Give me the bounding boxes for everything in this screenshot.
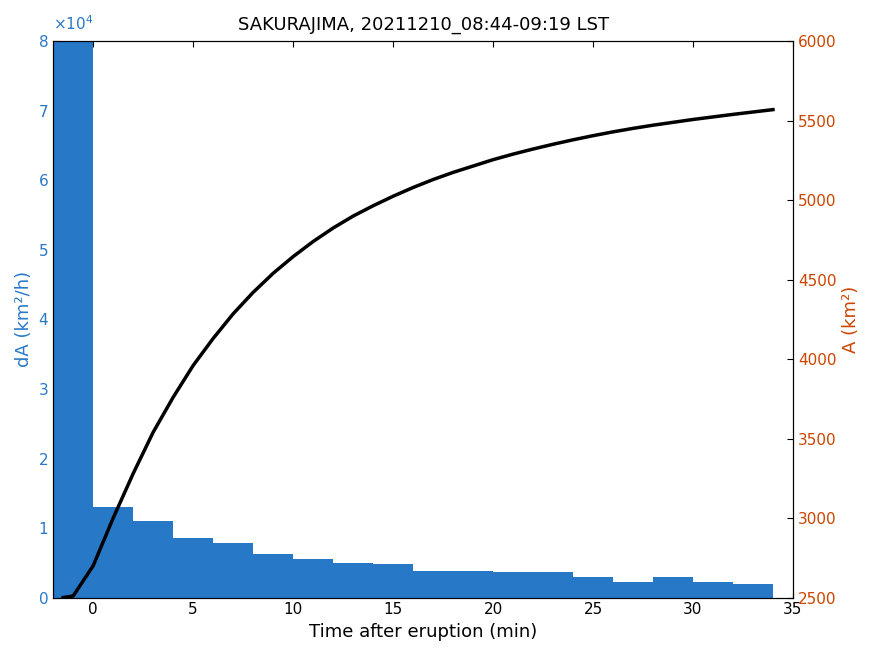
Bar — [214, 543, 253, 598]
Bar — [573, 577, 613, 598]
Text: $\times 10^4$: $\times 10^4$ — [53, 14, 94, 33]
Y-axis label: A (km²): A (km²) — [842, 286, 860, 353]
Bar — [453, 571, 493, 598]
Bar — [133, 521, 173, 598]
Bar — [173, 539, 214, 598]
Bar — [373, 564, 413, 598]
Title: SAKURAJIMA, 20211210_08:44-09:19 LST: SAKURAJIMA, 20211210_08:44-09:19 LST — [237, 16, 609, 34]
Bar — [653, 577, 693, 598]
Bar — [693, 583, 733, 598]
Bar — [93, 507, 133, 598]
Bar — [533, 572, 573, 598]
Bar — [613, 583, 653, 598]
X-axis label: Time after eruption (min): Time after eruption (min) — [309, 623, 537, 641]
Bar — [293, 560, 333, 598]
Y-axis label: dA (km²/h): dA (km²/h) — [15, 272, 33, 367]
Bar — [413, 571, 453, 598]
Bar — [253, 554, 293, 598]
Bar — [733, 584, 773, 598]
Bar — [53, 41, 93, 598]
Bar — [493, 572, 533, 598]
Bar — [333, 563, 373, 598]
